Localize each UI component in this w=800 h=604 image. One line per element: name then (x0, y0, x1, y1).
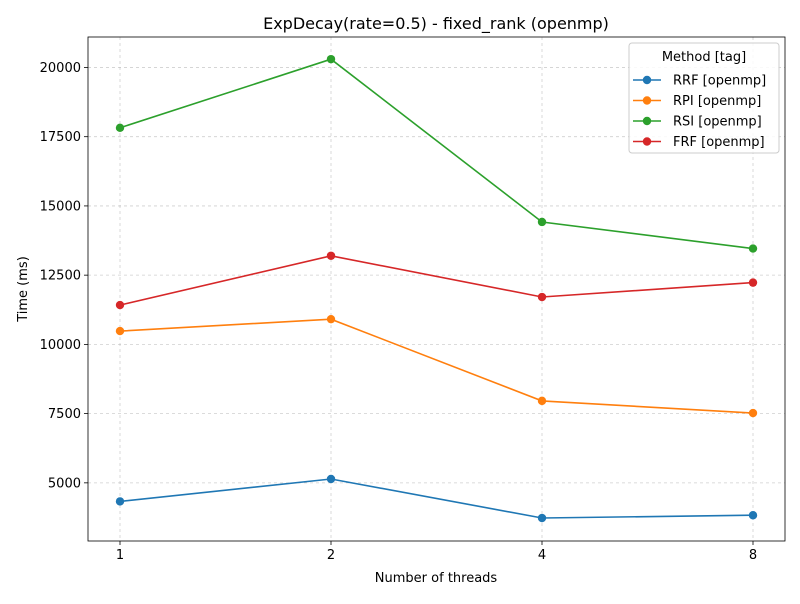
legend: Method [tag] RRF [openmp] RPI [openmp] RSI… (628, 42, 780, 154)
data-point (748, 408, 758, 418)
series (115, 474, 758, 523)
legend-swatch-marker (642, 137, 652, 146)
data-point (115, 326, 125, 336)
legend-item: RSI [openmp] (633, 115, 762, 130)
data-point (748, 511, 758, 520)
data-point (115, 123, 125, 133)
legend-label: RPI [openmp] (673, 94, 761, 109)
series-line (119, 58, 754, 250)
legend-box (628, 42, 780, 154)
series (115, 54, 758, 253)
legend-item: RRF [openmp] (633, 74, 766, 89)
grid (88, 37, 785, 541)
series-line (119, 254, 754, 306)
y-tick-label: 7500 (48, 407, 81, 422)
data-point (326, 251, 336, 260)
y-tick-label: 10000 (40, 338, 81, 353)
x-tick-label: 4 (538, 548, 546, 563)
legend-swatch-marker (642, 116, 652, 126)
legend-item: FRF [openmp] (633, 135, 765, 150)
y-tick-label: 20000 (40, 61, 81, 76)
legend-label: FRF [openmp] (673, 135, 765, 150)
x-axis-label: Number of threads (375, 571, 498, 586)
x-axis-ticks: 1 2 4 8 (116, 541, 757, 563)
series-line (119, 478, 754, 519)
data-point (326, 314, 336, 324)
series (115, 251, 758, 310)
y-tick-label: 15000 (40, 199, 81, 214)
data-point (748, 278, 758, 287)
y-tick-label: 17500 (40, 130, 81, 145)
x-tick-label: 2 (327, 548, 335, 563)
series-layer (115, 54, 758, 523)
chart-title: ExpDecay(rate=0.5) - fixed_rank (openmp) (263, 14, 609, 34)
y-tick-label: 12500 (40, 269, 81, 284)
y-axis-ticks: 5000 7500 10000 12500 15000 17500 20000 (40, 61, 88, 491)
data-point (748, 244, 758, 253)
legend-swatch-marker (642, 96, 652, 105)
data-point (537, 217, 547, 227)
legend-swatch-marker (642, 75, 652, 85)
series (115, 314, 758, 418)
data-point (115, 497, 125, 506)
plot-area-frame (87, 36, 786, 542)
y-tick-label: 5000 (48, 476, 81, 491)
x-tick-label: 1 (116, 548, 124, 563)
data-point (115, 300, 125, 310)
legend-label: RRF [openmp] (673, 74, 766, 89)
legend-label: RSI [openmp] (673, 115, 762, 130)
data-point (326, 54, 336, 64)
data-point (537, 292, 547, 302)
y-axis-label: Time (ms) (16, 256, 31, 323)
data-point (326, 474, 336, 484)
x-tick-label: 8 (749, 548, 757, 563)
legend-item: RPI [openmp] (633, 94, 761, 109)
legend-title: Method [tag] (662, 50, 746, 65)
series-line (119, 318, 754, 414)
data-point (537, 513, 547, 523)
data-point (537, 396, 547, 406)
